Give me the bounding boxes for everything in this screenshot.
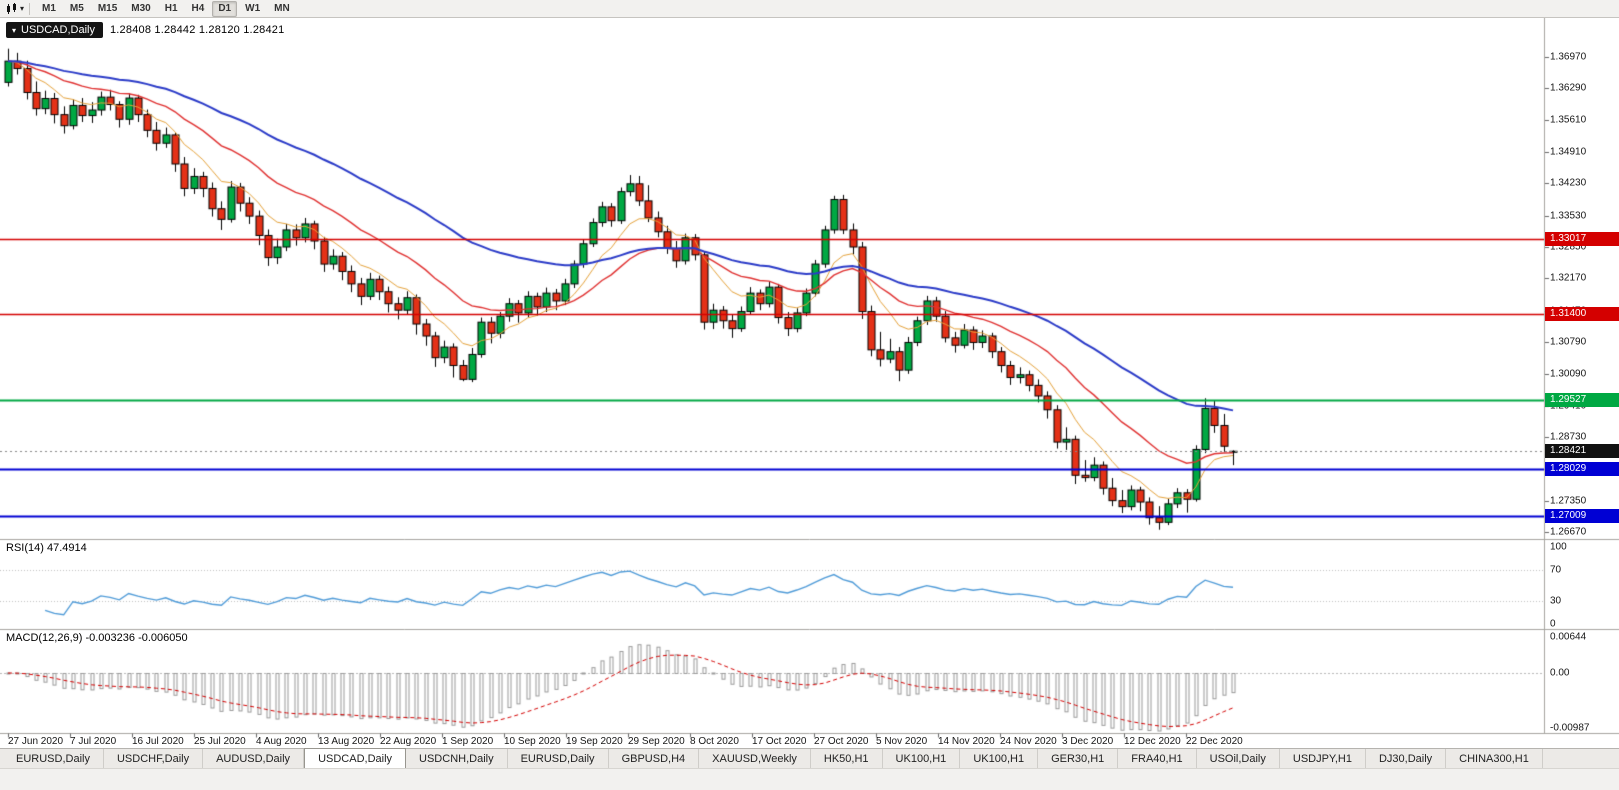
symbol-caret-icon: ▾ [12, 25, 17, 35]
chart-tab-audusd-daily[interactable]: AUDUSD,Daily [203, 749, 305, 768]
chart-dropdown-caret-icon[interactable]: ▾ [20, 4, 25, 13]
timeframe-button-m1[interactable]: M1 [42, 2, 56, 14]
chart-area: ▾ USDCAD,Daily 1.28408 1.28442 1.28120 1… [0, 18, 1619, 748]
timeframe-button-m5[interactable]: M5 [69, 2, 84, 14]
time-axis-label: 17 Oct 2020 [752, 736, 807, 747]
ohlc-values: 1.28408 1.28442 1.28120 1.28421 [109, 24, 285, 36]
rsi-scale-label: 30 [1550, 595, 1562, 607]
time-axis-label: 1 Sep 2020 [442, 736, 494, 747]
price-level-badge-support: 1.27009 [1545, 509, 1619, 524]
chart-tab-usdcnh-daily[interactable]: USDCNH,Daily [406, 749, 508, 768]
price-level-badge-resistance: 1.33017 [1545, 232, 1619, 247]
status-bar [0, 768, 1619, 790]
macd-scale-label: -0.00987 [1550, 722, 1590, 734]
chart-tab-china300-h1[interactable]: CHINA300,H1 [1446, 749, 1543, 768]
macd-label: MACD(12,26,9) -0.003236 -0.006050 [6, 632, 188, 644]
chart-ohlc-header: ▾ USDCAD,Daily 1.28408 1.28442 1.28120 1… [6, 22, 284, 38]
time-axis-label: 16 Jul 2020 [132, 736, 184, 747]
time-axis-label: 10 Sep 2020 [504, 736, 561, 747]
time-axis-label: 22 Aug 2020 [380, 736, 437, 747]
chart-tab-xauusd-weekly[interactable]: XAUUSD,Weekly [699, 749, 811, 768]
chart-tab-ger30-h1[interactable]: GER30,H1 [1038, 749, 1119, 768]
time-axis-label: 12 Dec 2020 [1124, 736, 1181, 747]
rsi-scale-label: 0 [1550, 618, 1556, 630]
time-axis-label: 24 Nov 2020 [1000, 736, 1057, 747]
price-scale-label: 1.30090 [1550, 368, 1587, 380]
price-chart-canvas[interactable] [0, 18, 1619, 748]
timeframe-button-h4[interactable]: H4 [191, 2, 205, 14]
time-axis-label: 19 Sep 2020 [566, 736, 623, 747]
chart-tab-eurusd-daily[interactable]: EURUSD,Daily [3, 749, 104, 768]
time-axis-label: 7 Jul 2020 [70, 736, 117, 747]
price-scale-label: 1.33530 [1550, 210, 1587, 222]
timeframe-toolbar: ▾ M1 M5 M15 M30 H1 H4 D1 W1 MN [0, 0, 1619, 18]
price-scale-label: 1.32170 [1550, 272, 1587, 284]
timeframe-button-m15[interactable]: M15 [97, 2, 118, 14]
price-scale-label: 1.34910 [1550, 146, 1587, 158]
time-axis-label: 14 Nov 2020 [938, 736, 995, 747]
symbol-label: USDCAD,Daily [21, 24, 95, 36]
time-axis-label: 5 Nov 2020 [876, 736, 928, 747]
timeframe-button-w1[interactable]: W1 [245, 2, 261, 14]
timeframe-buttons-group: M1 M5 M15 M30 H1 H4 D1 W1 MN [36, 0, 298, 17]
time-axis-label: 22 Dec 2020 [1186, 736, 1243, 747]
macd-scale-label: 0.00644 [1550, 631, 1587, 643]
chart-tab-dj30-daily[interactable]: DJ30,Daily [1366, 749, 1447, 768]
chart-tab-uk100-h1[interactable]: UK100,H1 [960, 749, 1039, 768]
price-level-badge-resistance: 1.31400 [1545, 306, 1619, 321]
chart-tabs-bar: EURUSD,Daily USDCHF,Daily AUDUSD,Daily USDC… [0, 748, 1619, 768]
chart-type-icon[interactable] [5, 2, 19, 15]
chart-tab-usdjpy-h1[interactable]: USDJPY,H1 [1280, 749, 1366, 768]
toolbar-separator [29, 2, 31, 15]
chart-tab-usdcad-daily[interactable]: USDCAD,Daily [304, 748, 407, 768]
time-axis-label: 13 Aug 2020 [318, 736, 375, 747]
chart-tab-usoil-daily[interactable]: USOil,Daily [1197, 749, 1280, 768]
chart-tab-fra40-h1[interactable]: FRA40,H1 [1118, 749, 1197, 768]
chart-tab-uk100-h1[interactable]: UK100,H1 [883, 749, 961, 768]
symbol-selector[interactable]: ▾ USDCAD,Daily [6, 22, 103, 38]
chart-tab-usdchf-daily[interactable]: USDCHF,Daily [104, 749, 204, 768]
rsi-scale-label: 70 [1550, 564, 1562, 576]
price-scale-label: 1.28730 [1550, 431, 1587, 443]
price-level-badge-level: 1.29527 [1545, 393, 1619, 408]
timeframe-button-d1[interactable]: D1 [212, 0, 238, 17]
price-scale-label: 1.32850 [1550, 241, 1587, 253]
price-scale-label: 1.27350 [1550, 495, 1587, 507]
rsi-label: RSI(14) 47.4914 [6, 542, 87, 554]
time-axis-label: 29 Sep 2020 [628, 736, 685, 747]
price-scale-label: 1.30790 [1550, 336, 1587, 348]
time-axis-label: 3 Dec 2020 [1062, 736, 1114, 747]
time-axis-label: 27 Oct 2020 [814, 736, 869, 747]
time-axis-label: 27 Jun 2020 [8, 736, 64, 747]
chart-tab-eurusd-daily[interactable]: EURUSD,Daily [508, 749, 609, 768]
time-axis-label: 8 Oct 2020 [690, 736, 739, 747]
timeframe-button-mn[interactable]: MN [274, 2, 290, 14]
macd-scale-label: 0.00 [1550, 667, 1570, 679]
time-axis-label: 25 Jul 2020 [194, 736, 246, 747]
time-axis-label: 4 Aug 2020 [256, 736, 307, 747]
price-scale-label: 1.35610 [1550, 114, 1587, 126]
price-scale-label: 1.34230 [1550, 177, 1587, 189]
rsi-scale-label: 100 [1550, 541, 1567, 553]
timeframe-button-m30[interactable]: M30 [131, 2, 151, 14]
price-scale-label: 1.36970 [1550, 51, 1587, 63]
chart-tab-gbpusd-h4[interactable]: GBPUSD,H4 [609, 749, 700, 768]
chart-tab-hk50-h1[interactable]: HK50,H1 [811, 749, 883, 768]
price-scale-label: 1.36290 [1550, 82, 1587, 94]
price-level-badge-support: 1.28029 [1545, 462, 1619, 477]
timeframe-button-h1[interactable]: H1 [164, 2, 178, 14]
price-scale-label: 1.26670 [1550, 526, 1587, 538]
price-level-badge-current-price: 1.28421 [1545, 444, 1619, 459]
